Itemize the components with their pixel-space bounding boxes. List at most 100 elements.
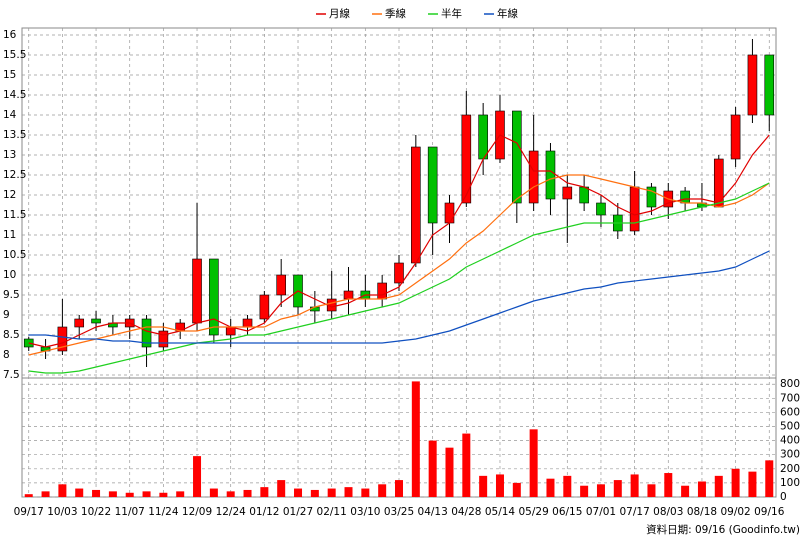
candle-body [730,114,741,160]
volume-tick-label: 0 [780,491,787,503]
y-tick-label: 11 [3,229,16,241]
x-tick-label: 12/09 [182,506,212,518]
y-tick-label: 10.5 [3,249,26,261]
volume-bar [327,488,336,497]
y-tick-label: 13.5 [3,129,26,141]
x-tick-label: 04/13 [418,506,448,518]
y-tick-label: 7.5 [3,369,20,381]
legend-label: 季線 [385,7,406,20]
candle-body [512,110,522,204]
candle-body [377,282,387,300]
volume-bar [445,447,454,497]
candle-body [427,146,438,224]
volume-bar [159,492,168,497]
candle-body [545,150,556,200]
candle-body [158,330,169,348]
volume-bar [681,485,690,497]
volume-tick-label: 500 [780,421,800,433]
volume-bar [411,381,420,497]
volume-bar [378,484,387,497]
candle-body [747,54,758,116]
candle-body [764,54,775,116]
y-tick-label: 12.5 [3,169,26,181]
y-tick-label: 8.5 [3,329,20,341]
volume-bar [512,482,521,497]
candle-body [192,258,202,324]
volume-bar [613,480,622,497]
volume-bar [647,484,656,497]
volume-bar [664,473,673,497]
volume-bar [765,460,774,497]
y-tick-label: 8 [3,349,10,361]
volume-bar [462,433,471,497]
x-tick-label: 12/24 [216,506,247,518]
volume-bar [294,488,303,497]
y-tick-label: 9 [3,309,10,321]
candle-body [461,114,472,204]
x-tick-label: 05/29 [519,506,549,518]
y-tick-label: 16 [3,29,17,41]
volume-bar [209,488,218,497]
volume-bar [697,481,706,497]
volume-bar [495,474,504,497]
candle-body [562,186,573,200]
y-tick-label: 14.5 [3,89,26,101]
volume-bar [630,474,639,497]
volume-bar [92,489,101,497]
x-tick-label: 02/11 [317,506,347,518]
x-tick-label: 06/15 [552,506,582,518]
x-tick-label: 08/18 [687,506,717,518]
candle-body [680,190,690,204]
volume-bar [580,485,589,497]
candle-body [209,258,219,336]
volume-bar [361,488,370,497]
candle-body [91,318,101,324]
ma-line [28,174,770,356]
x-tick-label: 09/16 [754,506,785,518]
volume-bar [714,475,723,497]
y-tick-label: 15.5 [3,49,26,61]
x-tick-label: 01/27 [283,506,313,518]
candle-body [579,186,589,204]
y-tick-label: 9.5 [3,289,20,301]
candle-body [394,262,404,284]
volume-bar [428,440,437,497]
volume-bar [731,468,740,497]
volume-tick-label: 100 [780,477,800,489]
ma-line [28,134,770,348]
x-tick-label: 04/28 [451,506,481,518]
volume-tick-label: 700 [780,392,800,404]
volume-bar [596,484,605,497]
candle-body [646,186,657,208]
volume-bar [546,478,555,497]
x-tick-label: 03/10 [350,506,380,518]
candle-body [259,294,270,320]
ma-line [28,182,770,374]
y-tick-label: 14 [3,109,17,121]
candle-body [478,114,488,160]
candle-body [242,318,253,328]
x-tick-label: 11/07 [115,506,145,518]
x-tick-label: 01/12 [249,506,279,518]
y-tick-label: 15 [3,69,16,81]
volume-tick-label: 200 [780,463,800,475]
volume-bar [563,475,572,497]
candle-body [74,318,85,328]
x-tick-label: 09/17 [14,506,44,518]
x-tick-label: 07/01 [586,506,616,518]
x-tick-label: 08/03 [653,506,683,518]
volume-bar [58,484,67,497]
x-tick-label: 10/03 [47,506,77,518]
x-tick-label: 07/17 [619,506,649,518]
volume-tick-label: 400 [780,435,800,447]
volume-bar [75,488,84,497]
candle-body [276,274,286,296]
volume-bar [125,492,134,497]
candle-body [444,202,455,224]
volume-tick-label: 800 [780,378,800,390]
candle-body [141,318,152,348]
ma-line [28,250,770,344]
volume-bar [226,491,235,497]
source: 資料日期: 09/16 (Goodinfo.tw) [646,523,800,536]
